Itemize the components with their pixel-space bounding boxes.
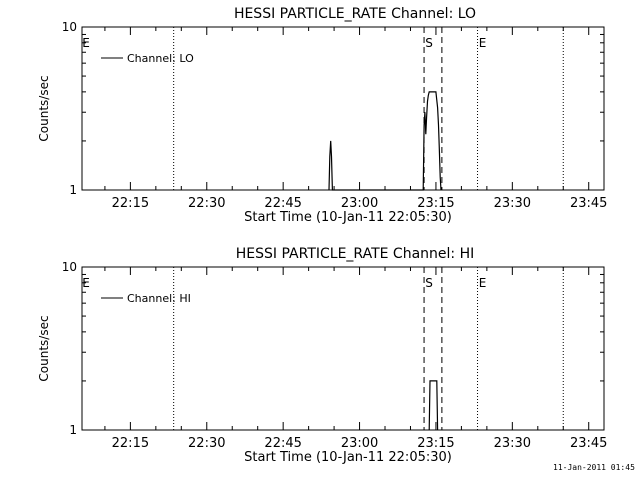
- x-tick-label: 23:45: [570, 436, 607, 451]
- x-tick-label: 22:15: [112, 436, 149, 451]
- marker-label: E: [479, 276, 487, 290]
- x-tick-label: 22:30: [188, 436, 225, 451]
- chart-panel-2: HESSI PARTICLE_RATE Channel: HI 22:15 22:3…: [37, 246, 607, 465]
- x-tick-label: 23:30: [494, 196, 531, 211]
- x-tick-label: 22:45: [264, 436, 301, 451]
- x-axis-label: Start Time (10-Jan-11 22:05:30): [244, 210, 452, 225]
- footer-timestamp: 11-Jan-2011 01:45: [553, 463, 635, 472]
- x-tick-label: 23:15: [417, 436, 454, 451]
- marker-label: S: [425, 36, 433, 50]
- x-tick-label: 23:30: [494, 436, 531, 451]
- y-tick-label: 1: [69, 423, 77, 437]
- series-line: [428, 380, 439, 431]
- y-axis-label: Counts/sec: [37, 315, 51, 381]
- marker-label: E: [82, 276, 90, 290]
- marker-label: E: [82, 36, 90, 50]
- x-tick-label: 23:00: [341, 436, 378, 451]
- x-tick-label: 22:15: [112, 196, 149, 211]
- y-tick-label: 10: [62, 260, 77, 274]
- chart-title: HESSI PARTICLE_RATE Channel: HI: [236, 246, 474, 262]
- x-tick-label: 22:45: [264, 196, 301, 211]
- y-tick-label: 10: [62, 20, 77, 34]
- marker-label: E: [479, 36, 487, 50]
- x-tick-label: 23:15: [417, 196, 454, 211]
- y-axis-label: Counts/sec: [37, 75, 51, 141]
- marker-label: S: [425, 276, 433, 290]
- x-tick-label: 23:00: [341, 196, 378, 211]
- legend-label: Channel: HI: [127, 292, 191, 305]
- x-axis-label: Start Time (10-Jan-11 22:05:30): [244, 450, 452, 465]
- series-line: [328, 91, 442, 191]
- chart-title: HESSI PARTICLE_RATE Channel: LO: [234, 6, 476, 22]
- legend-label: Channel: LO: [127, 52, 194, 65]
- x-tick-label: 22:30: [188, 196, 225, 211]
- y-tick-label: 1: [69, 183, 77, 197]
- x-tick-label: 23:45: [570, 196, 607, 211]
- chart-panel-1: HESSI PARTICLE_RATE Channel: LO 22:15 22:3…: [37, 6, 607, 225]
